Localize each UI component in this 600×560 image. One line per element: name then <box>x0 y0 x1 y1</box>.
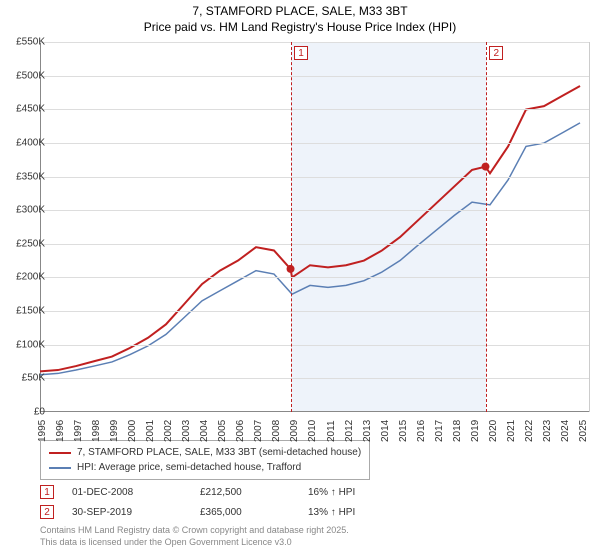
y-tick-label: £400K <box>16 137 45 148</box>
x-tick-label: 2006 <box>235 420 246 442</box>
y-tick-label: £450K <box>16 104 45 115</box>
x-tick-label: 1998 <box>91 420 102 442</box>
legend-label-1: 7, STAMFORD PLACE, SALE, M33 3BT (semi-d… <box>77 445 361 460</box>
gridline <box>40 143 589 144</box>
x-tick-label: 2012 <box>344 420 355 442</box>
sale-pct-2: 13% ↑ HPI <box>308 507 418 518</box>
x-tick-label: 2011 <box>326 420 337 442</box>
y-tick-label: £200K <box>16 272 45 283</box>
x-tick-label: 2001 <box>145 420 156 442</box>
x-tick-label: 2007 <box>253 420 264 442</box>
gridline <box>40 345 589 346</box>
footer-line2: This data is licensed under the Open Gov… <box>40 537 349 549</box>
gridline <box>40 109 589 110</box>
x-tick-label: 1996 <box>55 420 66 442</box>
gridline <box>40 177 589 178</box>
sale-pct-1: 16% ↑ HPI <box>308 487 418 498</box>
chart-container: 7, STAMFORD PLACE, SALE, M33 3BT Price p… <box>0 0 600 560</box>
x-tick-label: 2021 <box>506 420 517 442</box>
x-tick-label: 2016 <box>416 420 427 442</box>
sale-row-2: 2 30-SEP-2019 £365,000 13% ↑ HPI <box>40 502 418 522</box>
sale-row-1: 1 01-DEC-2008 £212,500 16% ↑ HPI <box>40 482 418 502</box>
x-tick-label: 1997 <box>73 420 84 442</box>
x-tick-label: 2018 <box>452 420 463 442</box>
x-tick-label: 2013 <box>362 420 373 442</box>
title-line1: 7, STAMFORD PLACE, SALE, M33 3BT <box>0 4 600 20</box>
x-tick-label: 2002 <box>163 420 174 442</box>
y-tick-label: £50K <box>22 373 45 384</box>
legend-label-2: HPI: Average price, semi-detached house,… <box>77 460 301 475</box>
x-tick-label: 2020 <box>488 420 499 442</box>
legend-row-2: HPI: Average price, semi-detached house,… <box>49 460 361 475</box>
x-tick-label: 2022 <box>524 420 535 442</box>
y-tick-label: £0 <box>34 407 45 418</box>
x-tick-label: 1999 <box>109 420 120 442</box>
x-tick-label: 2000 <box>127 420 138 442</box>
marker-box-1: 1 <box>294 46 308 60</box>
sale-marker-2: 2 <box>40 505 54 519</box>
sale-marker-1: 1 <box>40 485 54 499</box>
x-tick-label: 2023 <box>542 420 553 442</box>
sales-table: 1 01-DEC-2008 £212,500 16% ↑ HPI 2 30-SE… <box>40 482 418 522</box>
marker-line-1 <box>291 42 292 412</box>
gridline <box>40 42 589 43</box>
legend-swatch-red <box>49 452 71 454</box>
marker-box-2: 2 <box>489 46 503 60</box>
x-tick-label: 2008 <box>271 420 282 442</box>
x-tick-label: 2010 <box>307 420 318 442</box>
y-tick-label: £350K <box>16 171 45 182</box>
x-tick-label: 2005 <box>217 420 228 442</box>
sale-price-1: £212,500 <box>200 487 290 498</box>
sale-date-2: 30-SEP-2019 <box>72 507 182 518</box>
gridline <box>40 311 589 312</box>
sale-price-2: £365,000 <box>200 507 290 518</box>
footer: Contains HM Land Registry data © Crown c… <box>40 525 349 548</box>
y-tick-label: £150K <box>16 306 45 317</box>
x-tick-label: 2019 <box>470 420 481 442</box>
footer-line1: Contains HM Land Registry data © Crown c… <box>40 525 349 537</box>
x-tick-label: 2025 <box>578 420 589 442</box>
gridline <box>40 244 589 245</box>
line-layer <box>40 42 589 412</box>
x-tick-label: 2004 <box>199 420 210 442</box>
legend-box: 7, STAMFORD PLACE, SALE, M33 3BT (semi-d… <box>40 440 370 480</box>
y-tick-label: £500K <box>16 70 45 81</box>
sale-date-1: 01-DEC-2008 <box>72 487 182 498</box>
series-price_paid <box>40 86 580 371</box>
gridline <box>40 277 589 278</box>
legend: 7, STAMFORD PLACE, SALE, M33 3BT (semi-d… <box>40 440 580 480</box>
y-tick-label: £100K <box>16 339 45 350</box>
x-tick-label: 1995 <box>37 420 48 442</box>
x-tick-label: 2009 <box>289 420 300 442</box>
legend-row-1: 7, STAMFORD PLACE, SALE, M33 3BT (semi-d… <box>49 445 361 460</box>
title-line2: Price paid vs. HM Land Registry's House … <box>0 20 600 36</box>
y-tick-label: £250K <box>16 238 45 249</box>
gridline <box>40 378 589 379</box>
x-tick-label: 2017 <box>434 420 445 442</box>
marker-line-2 <box>486 42 487 412</box>
chart-title: 7, STAMFORD PLACE, SALE, M33 3BT Price p… <box>0 0 600 35</box>
y-tick-label: £300K <box>16 205 45 216</box>
plot-area: 12 <box>40 42 590 412</box>
x-tick-label: 2014 <box>380 420 391 442</box>
x-tick-label: 2003 <box>181 420 192 442</box>
gridline <box>40 76 589 77</box>
gridline <box>40 210 589 211</box>
x-tick-label: 2024 <box>560 420 571 442</box>
y-tick-label: £550K <box>16 37 45 48</box>
x-tick-label: 2015 <box>398 420 409 442</box>
legend-swatch-blue <box>49 467 71 469</box>
